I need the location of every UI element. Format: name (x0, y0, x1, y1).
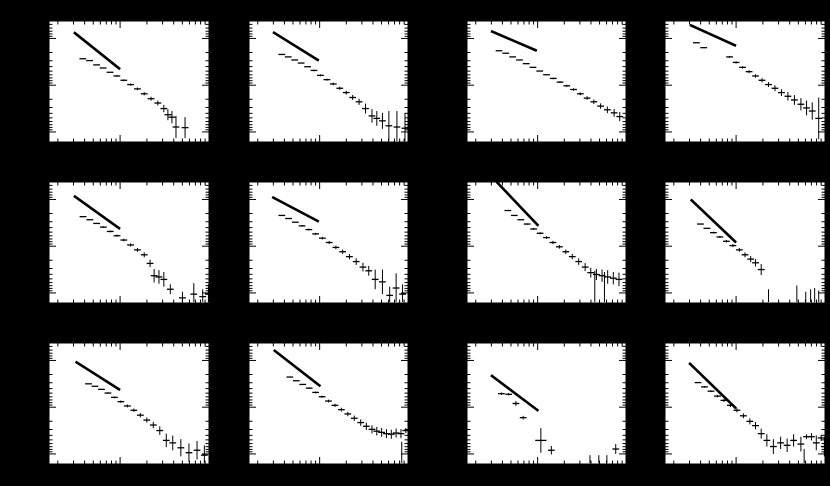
plot-frame (48, 181, 210, 304)
plot-panel-r1c2 (248, 20, 409, 143)
fit-line (73, 31, 121, 71)
plot-panel-r3c3 (466, 342, 627, 465)
plot-panel-r3c1 (48, 342, 210, 465)
axis-ticks (49, 343, 210, 464)
data-points (85, 383, 208, 463)
fit-line (689, 23, 737, 48)
data-points (498, 392, 620, 463)
plot-panel-r1c1 (48, 20, 210, 143)
data-points (278, 53, 409, 141)
axis-ticks (467, 182, 627, 303)
data-points (79, 216, 210, 302)
plot-frame (466, 181, 627, 304)
axis-ticks (467, 21, 627, 142)
plot-frame (664, 20, 826, 143)
fit-line (494, 181, 540, 227)
plot-frame (466, 342, 627, 465)
data-points (79, 58, 189, 139)
fit-line (490, 374, 540, 412)
plot-frame (48, 342, 210, 465)
axis-ticks (249, 343, 409, 464)
axis-ticks (467, 343, 627, 464)
plot-frame (248, 20, 409, 143)
plot-frame (248, 342, 409, 465)
plot-panel-r3c2 (248, 342, 409, 465)
data-points (697, 223, 820, 302)
fit-line (272, 30, 320, 62)
data-points (694, 381, 826, 463)
axis-ticks (249, 21, 409, 142)
fit-line (74, 360, 121, 392)
plot-panel-r3c4 (664, 342, 826, 465)
axis-ticks (49, 21, 210, 142)
fit-line (272, 348, 322, 388)
plot-panel-r2c4 (664, 181, 826, 304)
data-points (692, 42, 826, 141)
fit-line (271, 195, 320, 223)
fit-line (73, 194, 121, 231)
plot-panel-r2c3 (466, 181, 627, 304)
axis-ticks (665, 343, 826, 464)
axis-ticks (49, 182, 210, 303)
data-points (495, 50, 624, 122)
axis-ticks (665, 182, 826, 303)
plot-frame (466, 20, 627, 143)
data-points (504, 209, 627, 302)
plot-panel-r1c3 (466, 20, 627, 143)
axis-ticks (249, 182, 409, 303)
plot-frame (48, 20, 210, 143)
fit-line (490, 29, 538, 52)
plot-panel-r2c1 (48, 181, 210, 304)
data-points (278, 214, 406, 302)
fit-line (689, 198, 737, 244)
plot-panel-r1c4 (664, 20, 826, 143)
data-points (286, 376, 409, 463)
plot-panel-r2c2 (248, 181, 409, 304)
fit-line (688, 361, 737, 410)
plot-frame (664, 181, 826, 304)
